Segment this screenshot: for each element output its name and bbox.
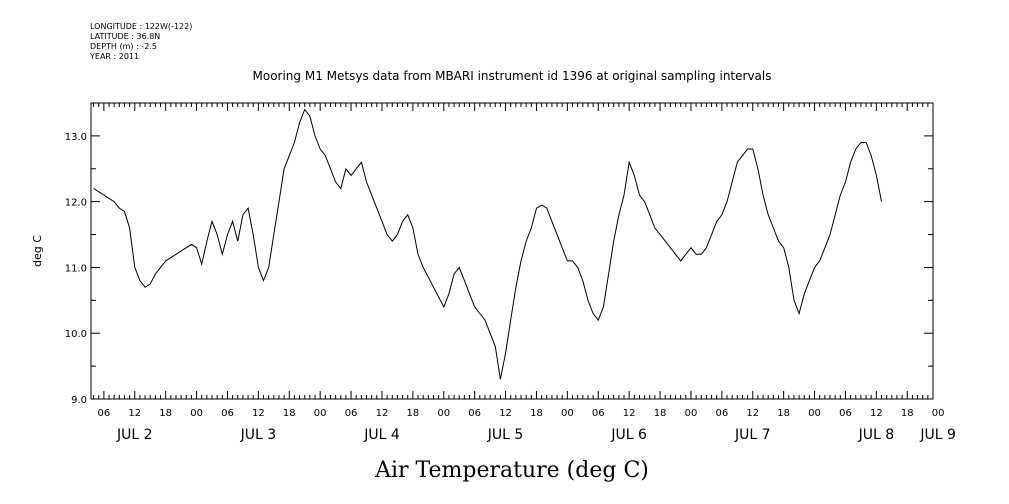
x-axis-ticks: 06 12 18 00 06 12 18 00 06 12 18 00 06 12 18 00 06 12 18 00… — [93, 103, 956, 443]
x-hour-label: 06 — [98, 408, 111, 419]
chart-title: Mooring M1 Metsys data from MBARI instru… — [253, 69, 772, 83]
latitude-label: LATITUDE : 36.8N — [90, 32, 161, 41]
x-hour-label: 06 — [221, 408, 234, 419]
x-hour-label: 18 — [901, 408, 914, 419]
x-hour-label: 00 — [808, 408, 821, 419]
x-hour-label: 12 — [623, 408, 636, 419]
y-tick-label: 11.0 — [65, 263, 87, 274]
x-hour-label: 12 — [252, 408, 265, 419]
x-hour-label: 06 — [345, 408, 358, 419]
y-tick-label: 12.0 — [65, 198, 87, 209]
x-day-label: JUL 7 — [734, 427, 771, 443]
y-axis-label: deg C — [31, 235, 44, 267]
x-axis-label: Air Temperature (deg C) — [374, 458, 649, 483]
station-metadata: LONGITUDE : 122W(-122) LATITUDE : 36.8N … — [90, 22, 192, 62]
x-hour-label: 18 — [159, 408, 172, 419]
x-hour-label: 18 — [406, 408, 419, 419]
x-hour-label: 12 — [128, 408, 141, 419]
x-hour-label: 00 — [314, 408, 327, 419]
y-tick-label: 9.0 — [71, 395, 87, 406]
x-day-label: JUL 9 — [919, 427, 956, 443]
x-hour-label: 18 — [283, 408, 296, 419]
x-hour-label: 06 — [592, 408, 605, 419]
depth-label: DEPTH (m) : -2.5 — [90, 42, 157, 51]
x-hour-label: 06 — [468, 408, 481, 419]
x-day-label: JUL 3 — [240, 427, 277, 443]
x-day-label: JUL 5 — [487, 427, 524, 443]
x-hour-label: 00 — [437, 408, 450, 419]
x-hour-label: 18 — [654, 408, 667, 419]
x-hour-label: 00 — [190, 408, 203, 419]
longitude-label: LONGITUDE : 122W(-122) — [90, 22, 193, 31]
x-day-label: JUL 4 — [363, 427, 400, 443]
x-hour-label: 00 — [685, 408, 698, 419]
y-axis-ticks: 9.0 10.0 11.0 12.0 13.0 — [65, 132, 933, 406]
x-day-label: JUL 8 — [858, 427, 895, 443]
series-line — [93, 108, 882, 380]
x-day-label: JUL 2 — [116, 427, 153, 443]
x-hour-label: 18 — [777, 408, 790, 419]
x-hour-label: 12 — [746, 408, 759, 419]
x-day-label: JUL 6 — [610, 427, 647, 443]
year-label: YEAR : 2011 — [90, 52, 140, 61]
x-hour-label: 00 — [561, 408, 574, 419]
y-tick-label: 13.0 — [65, 132, 87, 143]
x-hour-label: 12 — [499, 408, 512, 419]
plot-frame — [90, 102, 934, 400]
x-hour-label: 18 — [530, 408, 543, 419]
x-hour-label: 00 — [932, 408, 945, 419]
x-hour-label: 12 — [376, 408, 389, 419]
x-hour-label: 06 — [715, 408, 728, 419]
x-hour-label: 12 — [870, 408, 883, 419]
x-hour-label: 06 — [839, 408, 852, 419]
y-tick-label: 10.0 — [65, 329, 87, 340]
